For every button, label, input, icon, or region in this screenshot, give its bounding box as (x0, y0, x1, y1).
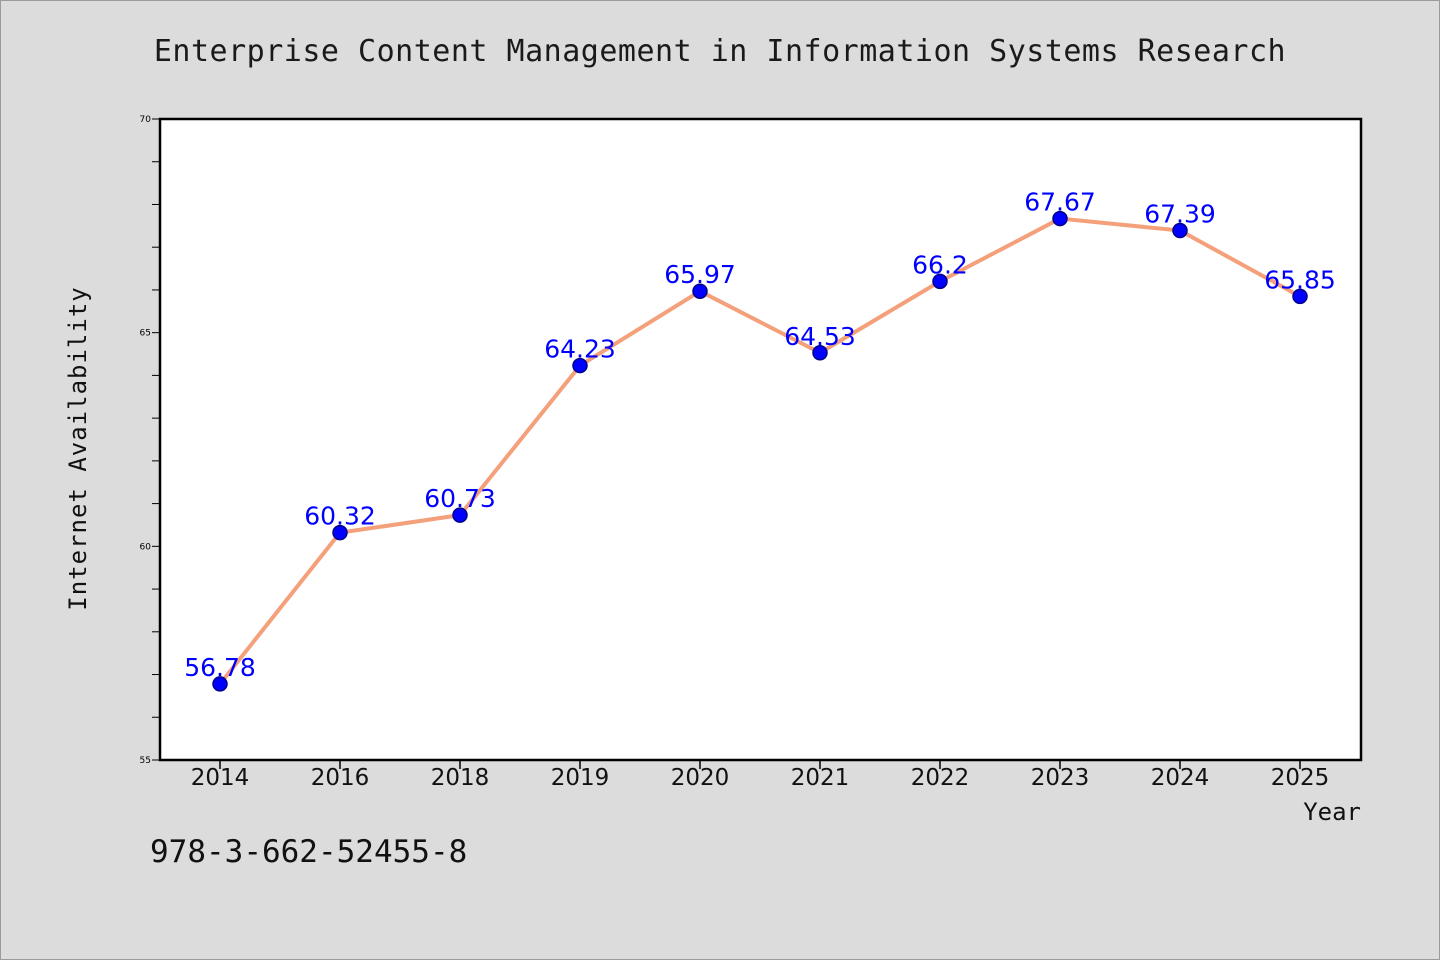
y-tick-label: 60 (140, 542, 152, 552)
data-label: 64.53 (784, 322, 856, 351)
x-tick-label: 2025 (1271, 765, 1330, 791)
x-axis-label: Year (1303, 798, 1361, 826)
data-point (1172, 222, 1188, 239)
data-point (572, 357, 588, 374)
data-label: 64.23 (544, 335, 616, 364)
x-tick-label: 2019 (551, 765, 610, 791)
data-label: 65.85 (1264, 265, 1336, 294)
data-label: 67.67 (1024, 188, 1096, 217)
x-tick-label: 2023 (1031, 765, 1090, 791)
data-label: 66.2 (912, 250, 968, 279)
x-tick-label: 2022 (911, 765, 970, 791)
data-point (1052, 210, 1068, 227)
series-line (218, 216, 1302, 686)
data-point (932, 273, 948, 290)
data-label: 60.32 (304, 502, 376, 531)
y-tick-label: 65 (140, 329, 151, 339)
data-point (452, 507, 468, 523)
data-label: 56.78 (184, 653, 256, 682)
y-tick-label: 55 (140, 756, 151, 766)
data-label: 60.73 (424, 484, 496, 513)
y-tick-label: 70 (140, 115, 152, 125)
data-point (812, 345, 828, 361)
data-label: 67.39 (1144, 200, 1216, 229)
x-tick-label: 2020 (671, 765, 730, 791)
x-tick-label: 2024 (1151, 765, 1210, 791)
x-tick-label: 2016 (311, 765, 370, 791)
x-tick-label: 2018 (431, 765, 490, 791)
isbn-text: 978-3-662-52455-8 (150, 834, 468, 870)
x-tick-label: 2014 (191, 765, 250, 791)
y-axis-label: Internet Availability (64, 286, 92, 610)
data-label: 65.97 (664, 260, 736, 289)
plot-area (160, 119, 1361, 760)
x-tick-label: 2021 (791, 765, 850, 791)
data-point (1292, 288, 1308, 305)
data-point (212, 676, 228, 692)
chart-title: Enterprise Content Management in Informa… (153, 34, 1287, 69)
plot-border (158, 117, 1363, 762)
data-point (332, 524, 348, 541)
data-point (692, 283, 708, 299)
